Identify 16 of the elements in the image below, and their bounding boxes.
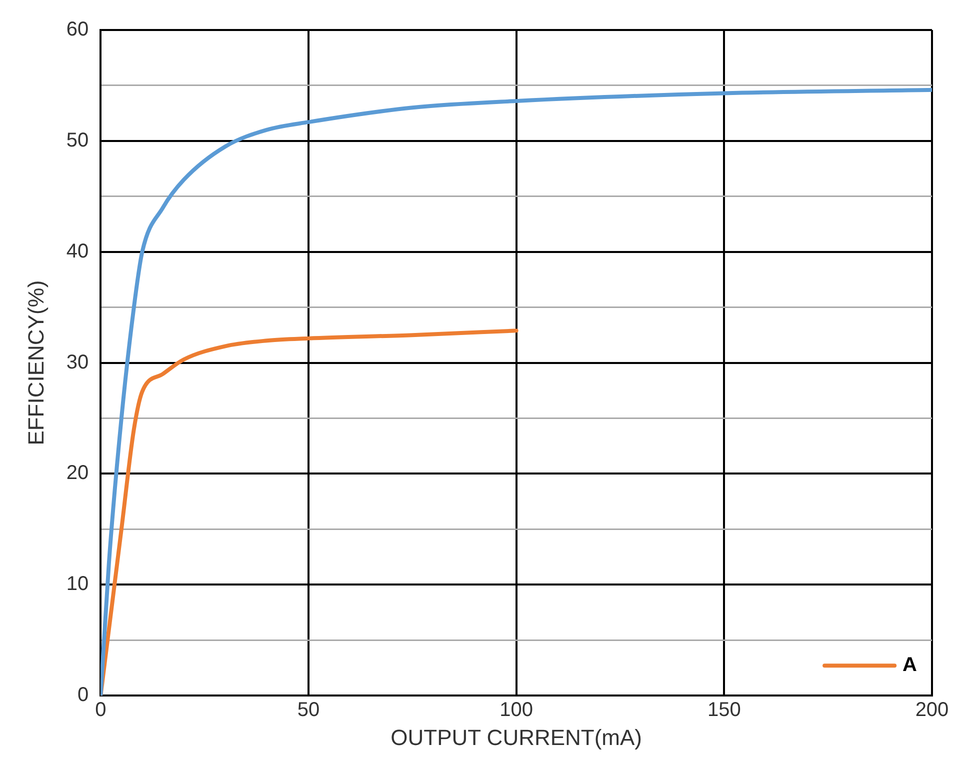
y-tick-label: 60 (66, 18, 89, 41)
x-tick-label: 0 (95, 699, 106, 722)
y-tick-label: 10 (66, 573, 89, 596)
legend-label: A (902, 654, 918, 676)
x-tick-label: 50 (297, 699, 320, 722)
y-tick-label: 50 (66, 129, 89, 152)
y-axis-title: EFFICIENCY(%) (23, 280, 48, 446)
y-tick-label: 0 (78, 684, 89, 706)
y-tick-label: 30 (66, 351, 89, 374)
line-series (100, 328, 518, 696)
x-tick-label: 200 (915, 699, 949, 722)
x-axis-title: OUTPUT CURRENT(mA) (390, 724, 642, 750)
x-tick-label: 100 (500, 699, 534, 722)
y-tick-label: 20 (66, 462, 89, 484)
x-tick-label: 150 (707, 699, 741, 722)
y-tick-label: 40 (66, 240, 89, 262)
